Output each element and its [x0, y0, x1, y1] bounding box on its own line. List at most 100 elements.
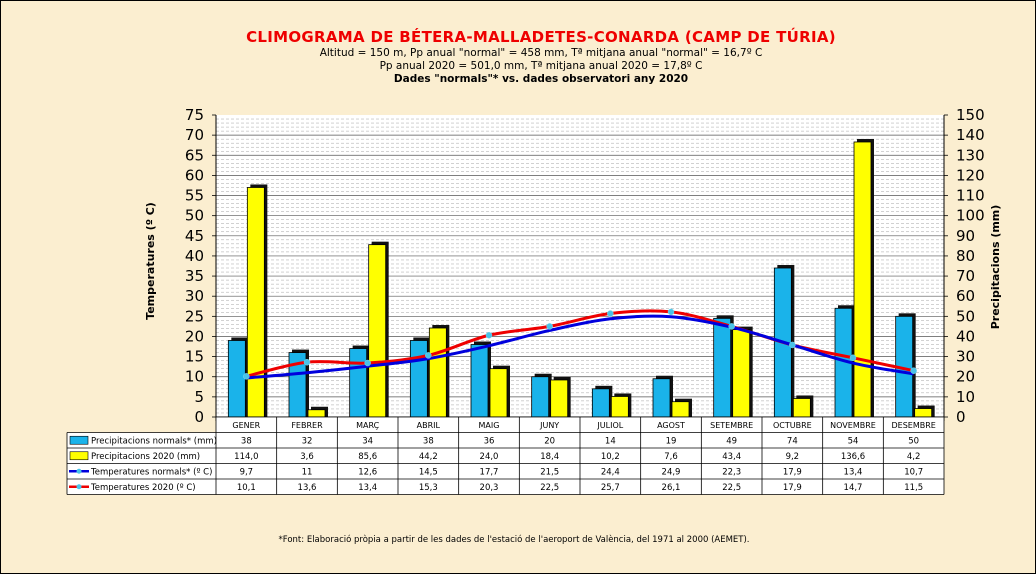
right-tick-label: 120 [956, 166, 985, 184]
point-temp-2020 [546, 323, 553, 330]
table-cell: 4,2 [907, 452, 921, 462]
bar-precip-normal [227, 340, 246, 418]
chart-subtitle-3: Dades "normals"* vs. dades observatori a… [394, 73, 688, 85]
right-tick-label: 110 [956, 187, 985, 205]
bar-precip-2020 [610, 396, 629, 418]
table-cell: 10,2 [601, 452, 620, 462]
left-tick-label: 70 [185, 126, 204, 144]
table-cell: 54 [848, 436, 859, 446]
left-tick-label: 50 [185, 207, 204, 225]
table-cell: 20 [544, 436, 555, 446]
table-cell: 24,4 [601, 467, 620, 477]
table-cell: 34 [362, 436, 373, 446]
right-tick-label: 50 [956, 307, 975, 325]
table-cell: 44,2 [419, 452, 438, 462]
point-temp-2020 [910, 367, 917, 374]
right-tick-label: 140 [956, 126, 985, 144]
right-tick-label: 0 [956, 408, 966, 426]
table-cell: 11,5 [904, 483, 923, 493]
left-tick-label: 75 [185, 106, 204, 124]
table-cell: 85,6 [358, 452, 377, 462]
left-axis-ticks: 0 5 10 15 20 25 30 35 40 45 50 55 60 65 70 75 [185, 106, 216, 426]
category-label: MAIG [479, 421, 500, 430]
table-cell: 7,6 [664, 452, 678, 462]
legend-swatch-marker [76, 468, 82, 474]
plot-background [216, 115, 944, 417]
bar-precip-2020 [428, 327, 447, 418]
table-cell: 10,7 [904, 467, 923, 477]
table-cell: 22,5 [540, 483, 559, 493]
legend-label: Temperatures normals* (º C) [90, 467, 212, 477]
point-temp-2020 [364, 359, 371, 367]
point-temp-2020 [728, 323, 735, 330]
category-label: ABRIL [417, 421, 441, 430]
bar-precip-normal [531, 376, 550, 418]
table-cell: 12,6 [358, 467, 377, 477]
table-cell: 136,6 [841, 452, 865, 462]
left-tick-label: 55 [185, 187, 204, 205]
table-cell: 15,3 [419, 483, 438, 493]
left-axis-label: Temperatures (º C) [144, 202, 157, 320]
bar-precip-normal [409, 340, 428, 418]
table-cell: 26,1 [662, 483, 681, 493]
bar-precip-normal [713, 317, 732, 418]
legend-swatch-marker [76, 484, 82, 490]
table-cell: 3,6 [300, 452, 314, 462]
bar-precip-2020 [792, 398, 811, 418]
right-tick-label: 60 [956, 287, 975, 305]
left-tick-label: 35 [185, 267, 204, 285]
left-tick-label: 45 [185, 227, 204, 245]
category-label: JUNY [539, 421, 559, 430]
right-tick-label: 40 [956, 327, 975, 345]
table-cell: 13,4 [358, 483, 377, 493]
table-cell: 22,5 [722, 483, 741, 493]
category-label: MARÇ [356, 421, 380, 430]
right-tick-label: 130 [956, 146, 985, 164]
category-label: SETEMBRE [710, 421, 753, 430]
category-label: DESEMBRE [891, 421, 935, 430]
point-temp-2020 [425, 352, 432, 359]
bar-precip-normal [652, 378, 671, 418]
bar-precip-normal [349, 348, 368, 418]
table-cell: 21,5 [540, 467, 559, 477]
left-tick-label: 0 [194, 408, 204, 426]
table-cell: 14 [605, 436, 616, 446]
legend-label: Precipitacions normals* (mm) [91, 436, 217, 446]
table-cell: 25,7 [601, 483, 620, 493]
right-axis-ticks: 0 10 20 30 40 50 60 70 80 90 100 110 120 130 140 150 [944, 106, 985, 426]
point-temp-2020 [607, 310, 614, 317]
right-tick-label: 30 [956, 348, 975, 366]
table-cell: 17,9 [783, 483, 802, 493]
legend-swatch-bar [69, 451, 89, 461]
table-cell: 50 [908, 436, 919, 446]
table-cell: 13,6 [298, 483, 317, 493]
category-label: NOVEMBRE [830, 421, 876, 430]
line-temp-normal [246, 314, 914, 380]
point-temp-2020 [485, 332, 493, 339]
footnote: *Font: Elaboració pròpia a partir de les… [279, 534, 750, 545]
data-table: GENER FEBRER MARÇ ABRIL MAIG JUNY JULIOL AGOST S… [66, 416, 945, 495]
point-temp-2020 [243, 373, 250, 380]
table-cell: 10,1 [237, 483, 256, 493]
legend-swatch-bar [69, 435, 89, 445]
left-tick-label: 15 [185, 348, 204, 366]
right-axis-label: Precipitacions (mm) [989, 205, 1002, 330]
table-cell: 17,9 [783, 467, 802, 477]
table-cell: 14,7 [844, 483, 863, 493]
bar-precip-2020 [853, 141, 872, 418]
table-cell: 38 [241, 436, 252, 446]
right-tick-label: 150 [956, 106, 985, 124]
table-cell: 36 [484, 436, 495, 446]
point-temp-2020 [667, 308, 675, 316]
legend-label: Precipitacions 2020 (mm) [91, 452, 200, 462]
left-tick-label: 60 [185, 166, 204, 184]
table-cell: 24,0 [480, 452, 499, 462]
chart-subtitle-2: Pp anual 2020 = 501,0 mm, Tª mitjana anu… [380, 60, 703, 72]
table-cell: 20,3 [480, 483, 499, 493]
bar-precip-normal [591, 388, 610, 418]
right-tick-label: 20 [956, 368, 975, 386]
bar-precip-2020 [732, 329, 751, 418]
table-cell: 43,4 [722, 452, 741, 462]
